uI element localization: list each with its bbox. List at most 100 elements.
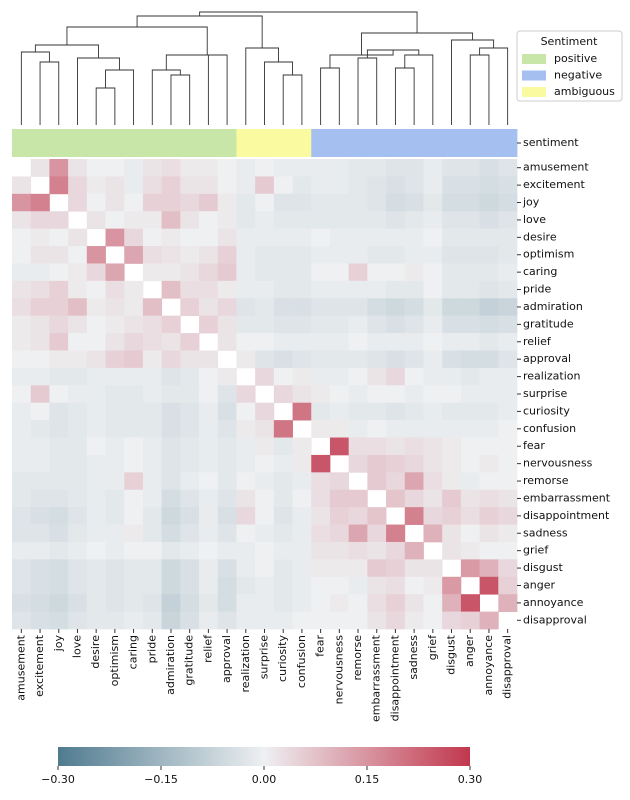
heatmap-cell (236, 263, 256, 282)
heatmap-cell (498, 193, 518, 212)
colorbar-tick-label: −0.30 (41, 773, 75, 786)
heatmap-cell (329, 437, 350, 456)
heatmap-cell (142, 576, 163, 595)
heatmap-cell (12, 437, 32, 456)
heatmap-cell (236, 385, 256, 404)
heatmap-cell (180, 402, 200, 421)
heatmap-cell (386, 576, 406, 595)
heatmap-cell (30, 559, 50, 578)
row-label: sadness (523, 526, 568, 539)
row-label: remorse (523, 474, 569, 487)
heatmap-cell (124, 315, 144, 334)
heatmap-cell (348, 437, 368, 456)
heatmap-cell (273, 507, 293, 525)
heatmap-cell (236, 176, 256, 195)
legend-box (516, 30, 623, 102)
heatmap-cell (161, 420, 181, 438)
heatmap-cell (86, 159, 106, 177)
heatmap-cell (217, 507, 237, 525)
heatmap-cell (161, 367, 181, 386)
heatmap-cell (161, 472, 181, 491)
heatmap-cell (49, 333, 69, 351)
heatmap-cell (460, 611, 480, 630)
heatmap-cell (217, 211, 237, 230)
heatmap-cell (180, 350, 200, 369)
heatmap-cell (255, 611, 275, 630)
heatmap-cell (479, 280, 499, 299)
sentiment-cell (442, 129, 462, 157)
heatmap-cell (49, 454, 69, 473)
heatmap-cell (404, 228, 424, 247)
heatmap-cell (348, 367, 368, 386)
colorbar-tick-label: 0.15 (355, 773, 380, 786)
heatmap-cell (460, 524, 480, 543)
heatmap-cell (386, 211, 406, 230)
heatmap-cell (236, 228, 256, 247)
heatmap-cell (68, 176, 88, 195)
heatmap-cell (124, 454, 144, 473)
heatmap-cell (236, 298, 256, 317)
heatmap-cell (86, 507, 106, 525)
heatmap-cell (124, 280, 144, 299)
heatmap-cell (217, 246, 237, 264)
heatmap-cell (180, 576, 200, 595)
heatmap-cell (30, 385, 50, 404)
heatmap-cell (161, 350, 181, 369)
heatmap-cell (311, 402, 331, 421)
heatmap-cell (217, 524, 237, 543)
heatmap-cell (386, 594, 406, 612)
heatmap-cell (161, 489, 181, 508)
heatmap-cell (311, 315, 331, 334)
heatmap-cell (498, 246, 518, 264)
sentiment-cell (236, 129, 256, 157)
heatmap-cell (367, 367, 387, 386)
heatmap-cell (161, 246, 181, 264)
heatmap-cell (498, 333, 518, 351)
heatmap-cell (49, 228, 69, 247)
heatmap-cell (124, 350, 144, 369)
column-label: disgust (445, 634, 458, 674)
heatmap-cell (161, 437, 181, 456)
heatmap-cell (423, 211, 443, 230)
heatmap-cell (142, 193, 163, 212)
heatmap-cell (30, 159, 50, 177)
heatmap-cell (68, 541, 88, 560)
heatmap-cell (105, 298, 125, 317)
heatmap-cell (329, 576, 350, 595)
heatmap-cell (498, 385, 518, 404)
heatmap-cell (442, 472, 462, 491)
heatmap-cell (236, 402, 256, 421)
sentiment-cell (68, 129, 88, 157)
dendrogram-link (77, 57, 120, 125)
heatmap-cell (311, 193, 331, 212)
heatmap-cell (12, 315, 32, 334)
heatmap-cell (68, 298, 88, 317)
heatmap-cell (367, 315, 387, 334)
heatmap-cell (479, 246, 499, 264)
heatmap-cell (460, 454, 480, 473)
heatmap-cell (217, 280, 237, 299)
heatmap-cell (68, 507, 88, 525)
heatmap-cell (442, 298, 462, 317)
dendrogram-link (394, 67, 415, 125)
heatmap-cell (68, 280, 88, 299)
heatmap-cell (498, 541, 518, 560)
heatmap-cell (180, 333, 200, 351)
heatmap-cell (460, 350, 480, 369)
heatmap-cell (142, 159, 163, 177)
sentiment-cell (348, 129, 368, 157)
heatmap-cell (386, 420, 406, 438)
heatmap-cell (142, 385, 163, 404)
heatmap-cell (161, 263, 181, 282)
heatmap-cell (292, 315, 312, 334)
dendrogram-link (361, 32, 474, 55)
legend-swatch (522, 54, 546, 64)
heatmap-cell (180, 263, 200, 282)
heatmap-cell (86, 611, 106, 630)
heatmap-cell (12, 541, 32, 560)
heatmap-cell (442, 193, 462, 212)
column-label: realization (239, 635, 252, 693)
heatmap-cell (68, 524, 88, 543)
heatmap-cell (498, 176, 518, 195)
heatmap-cell (386, 263, 406, 282)
